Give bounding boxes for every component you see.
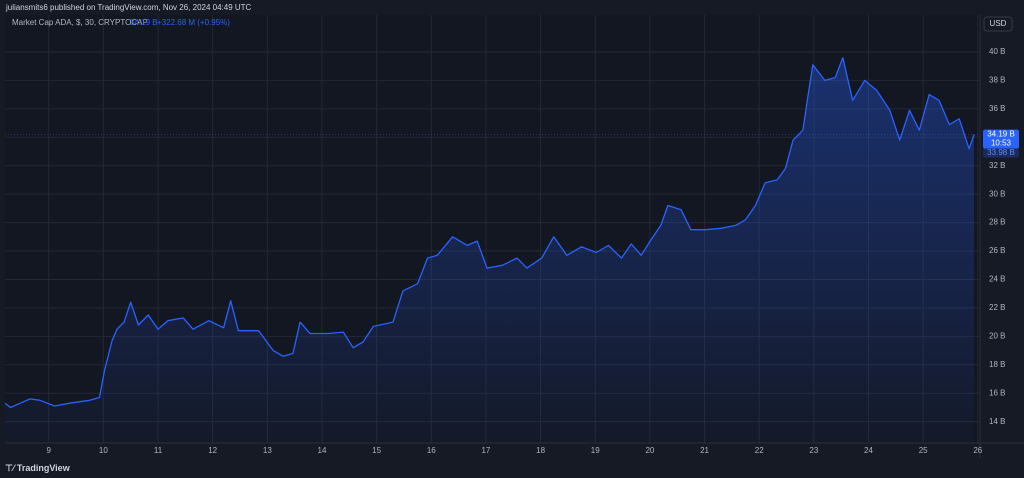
y-tick-label: 30 B [989,189,1005,198]
x-tick-label: 14 [318,446,327,455]
currency-label[interactable]: USD [990,19,1007,28]
x-tick-label: 9 [46,446,51,455]
x-tick-label: 21 [700,446,709,455]
currency-button[interactable] [983,16,1013,32]
legend-change: +322.68 M (+0.95%) [157,18,230,27]
y-tick-label: 32 B [989,161,1005,170]
marks [4,57,980,443]
y-tick-label: 38 B [989,76,1005,85]
y-tick-label: 24 B [989,275,1005,284]
countdown: 10:53 [991,139,1012,148]
second-price-tag [983,148,1019,158]
y-tick-label: 18 B [989,360,1005,369]
x-tick-label: 13 [263,446,272,455]
y-tick-label: 40 B [989,47,1005,56]
y-tick-label: 20 B [989,331,1005,340]
x-tick-label: 26 [973,446,982,455]
legend-value: 34.19 B [130,18,158,27]
y-tick-label: 26 B [989,246,1005,255]
x-tick-label: 25 [919,446,928,455]
x-tick-label: 10 [99,446,108,455]
y-tick-label: 14 B [989,417,1005,426]
x-tick-label: 22 [755,446,764,455]
x-tick-label: 19 [591,446,600,455]
x-tick-label: 24 [864,446,873,455]
x-tick-label: 15 [372,446,381,455]
x-tick-label: 11 [154,446,163,455]
publish-header: juliansmits6 published on TradingView.co… [5,3,252,12]
x-tick-label: 17 [481,446,490,455]
price-line [4,57,975,409]
x-tick-label: 23 [809,446,818,455]
brand-text: TradingView [17,463,71,473]
y-tick-label: 16 B [989,388,1005,397]
price-tag-label: 34.19 B [987,130,1015,139]
y-tick-label: 28 B [989,218,1005,227]
x-tick-label: 12 [208,446,217,455]
y-tick-label: 36 B [989,104,1005,113]
x-tick-label: 18 [536,446,545,455]
area-fill [5,57,974,443]
second-price-label: 33.98 B [987,148,1015,157]
legend-title: Market Cap ADA, $, 30, CRYPTOCAP [12,18,148,27]
brand: ⊤⁄ TradingView [5,463,71,473]
x-tick-label: 16 [427,446,436,455]
price-tag [983,129,1019,149]
y-tick-label: 22 B [989,303,1005,312]
x-tick-label: 20 [645,446,654,455]
